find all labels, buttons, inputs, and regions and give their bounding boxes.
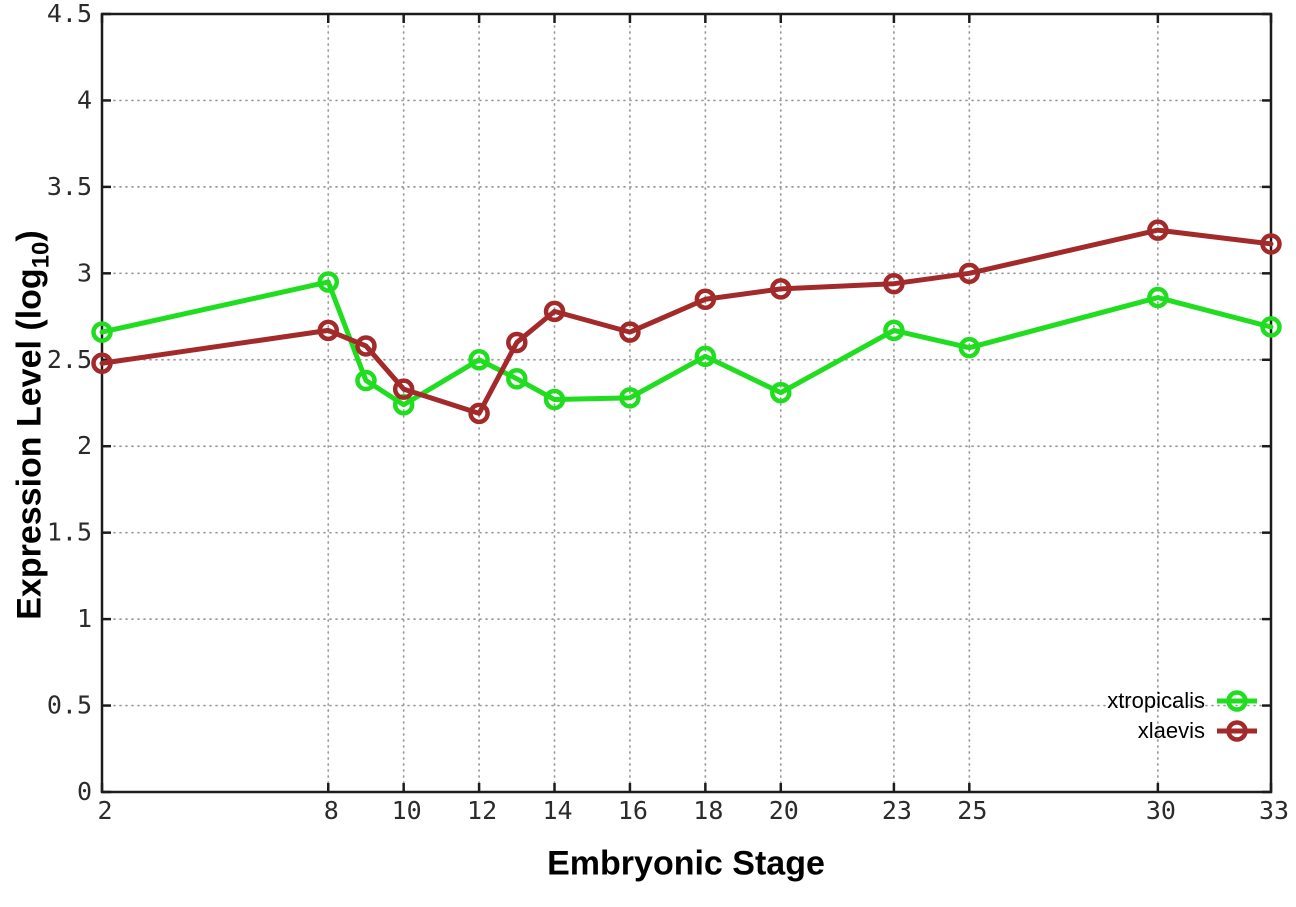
data-point-xtropicalis: [619, 387, 641, 409]
data-point-xlaevis: [506, 331, 528, 354]
x-tick-label: 23: [882, 796, 912, 825]
data-point-xlaevis: [1260, 233, 1282, 255]
y-tick-label: 2: [77, 431, 92, 460]
data-point-xtropicalis: [468, 349, 490, 371]
data-point-xtropicalis: [543, 388, 566, 411]
y-tick-label: 0: [77, 777, 92, 806]
x-tick-label: 33: [1259, 796, 1289, 825]
x-tick-label: 12: [467, 796, 497, 825]
data-point-xlaevis: [958, 262, 981, 285]
x-tick-label: 16: [618, 796, 648, 825]
y-tick-label: 3: [77, 258, 92, 287]
plot-border: [100, 12, 1273, 794]
data-point-xtropicalis: [694, 345, 717, 368]
data-point-xlaevis: [1147, 219, 1169, 241]
series-line-xtropicalis: [99, 279, 1274, 408]
legend-marker-xlaevis: [1217, 720, 1257, 742]
data-point-xlaevis: [543, 300, 566, 323]
y-tick-label: 3.5: [47, 172, 92, 201]
data-point-xlaevis: [355, 335, 377, 357]
x-tick-label: 8: [324, 796, 339, 825]
y-axis-title-close: ): [10, 230, 49, 242]
data-point-xtropicalis: [770, 381, 792, 404]
data-point-xlaevis: [883, 272, 905, 295]
legend-item-xtropicalis: xtropicalis: [1107, 688, 1258, 714]
x-tick-label: 14: [542, 796, 572, 825]
x-tick-label: 20: [769, 796, 799, 825]
data-point-xtropicalis: [506, 368, 528, 390]
data-point-xtropicalis: [91, 321, 113, 343]
y-axis-title: Expression Level (log10): [11, 230, 56, 619]
series-line-xlaevis: [99, 227, 1274, 416]
data-point-xtropicalis: [883, 319, 905, 342]
data-point-xlaevis: [392, 378, 415, 400]
x-tick-label: 2: [97, 796, 112, 825]
data-point-xlaevis: [91, 352, 113, 374]
data-point-xtropicalis: [1147, 286, 1169, 309]
x-tick-label: 18: [693, 796, 723, 825]
data-point-xlaevis: [468, 402, 490, 425]
legend-marker-xtropicalis: [1217, 690, 1257, 712]
data-point-xtropicalis: [317, 271, 340, 293]
x-tick-label: 10: [392, 796, 422, 825]
legend-label-xtropicalis: xtropicalis: [1107, 688, 1205, 713]
y-tick-label: 2.5: [47, 345, 92, 374]
y-axis-title-text: Expression Level (log: [10, 268, 49, 620]
x-axis-title: Embryonic Stage: [547, 844, 825, 883]
y-tick-label: 0.5: [47, 691, 92, 720]
data-point-xlaevis: [770, 278, 792, 300]
data-point-xlaevis: [694, 288, 717, 311]
y-tick-label: 4.5: [47, 0, 92, 28]
x-tick-label: 30: [1146, 796, 1176, 825]
legend-item-xlaevis: xlaevis: [1138, 718, 1258, 744]
x-tick-label: 25: [957, 796, 987, 825]
data-point-xtropicalis: [355, 369, 377, 392]
data-point-xlaevis: [317, 319, 340, 342]
y-tick-label: 4: [77, 85, 92, 114]
data-point-xtropicalis: [1260, 316, 1282, 338]
y-tick-label: 1.5: [47, 518, 92, 547]
data-point-xtropicalis: [958, 336, 981, 359]
data-point-xlaevis: [619, 321, 641, 343]
y-axis-title-subscript: 10: [27, 241, 55, 269]
y-tick-label: 1: [77, 604, 92, 633]
legend-label-xlaevis: xlaevis: [1137, 718, 1205, 743]
